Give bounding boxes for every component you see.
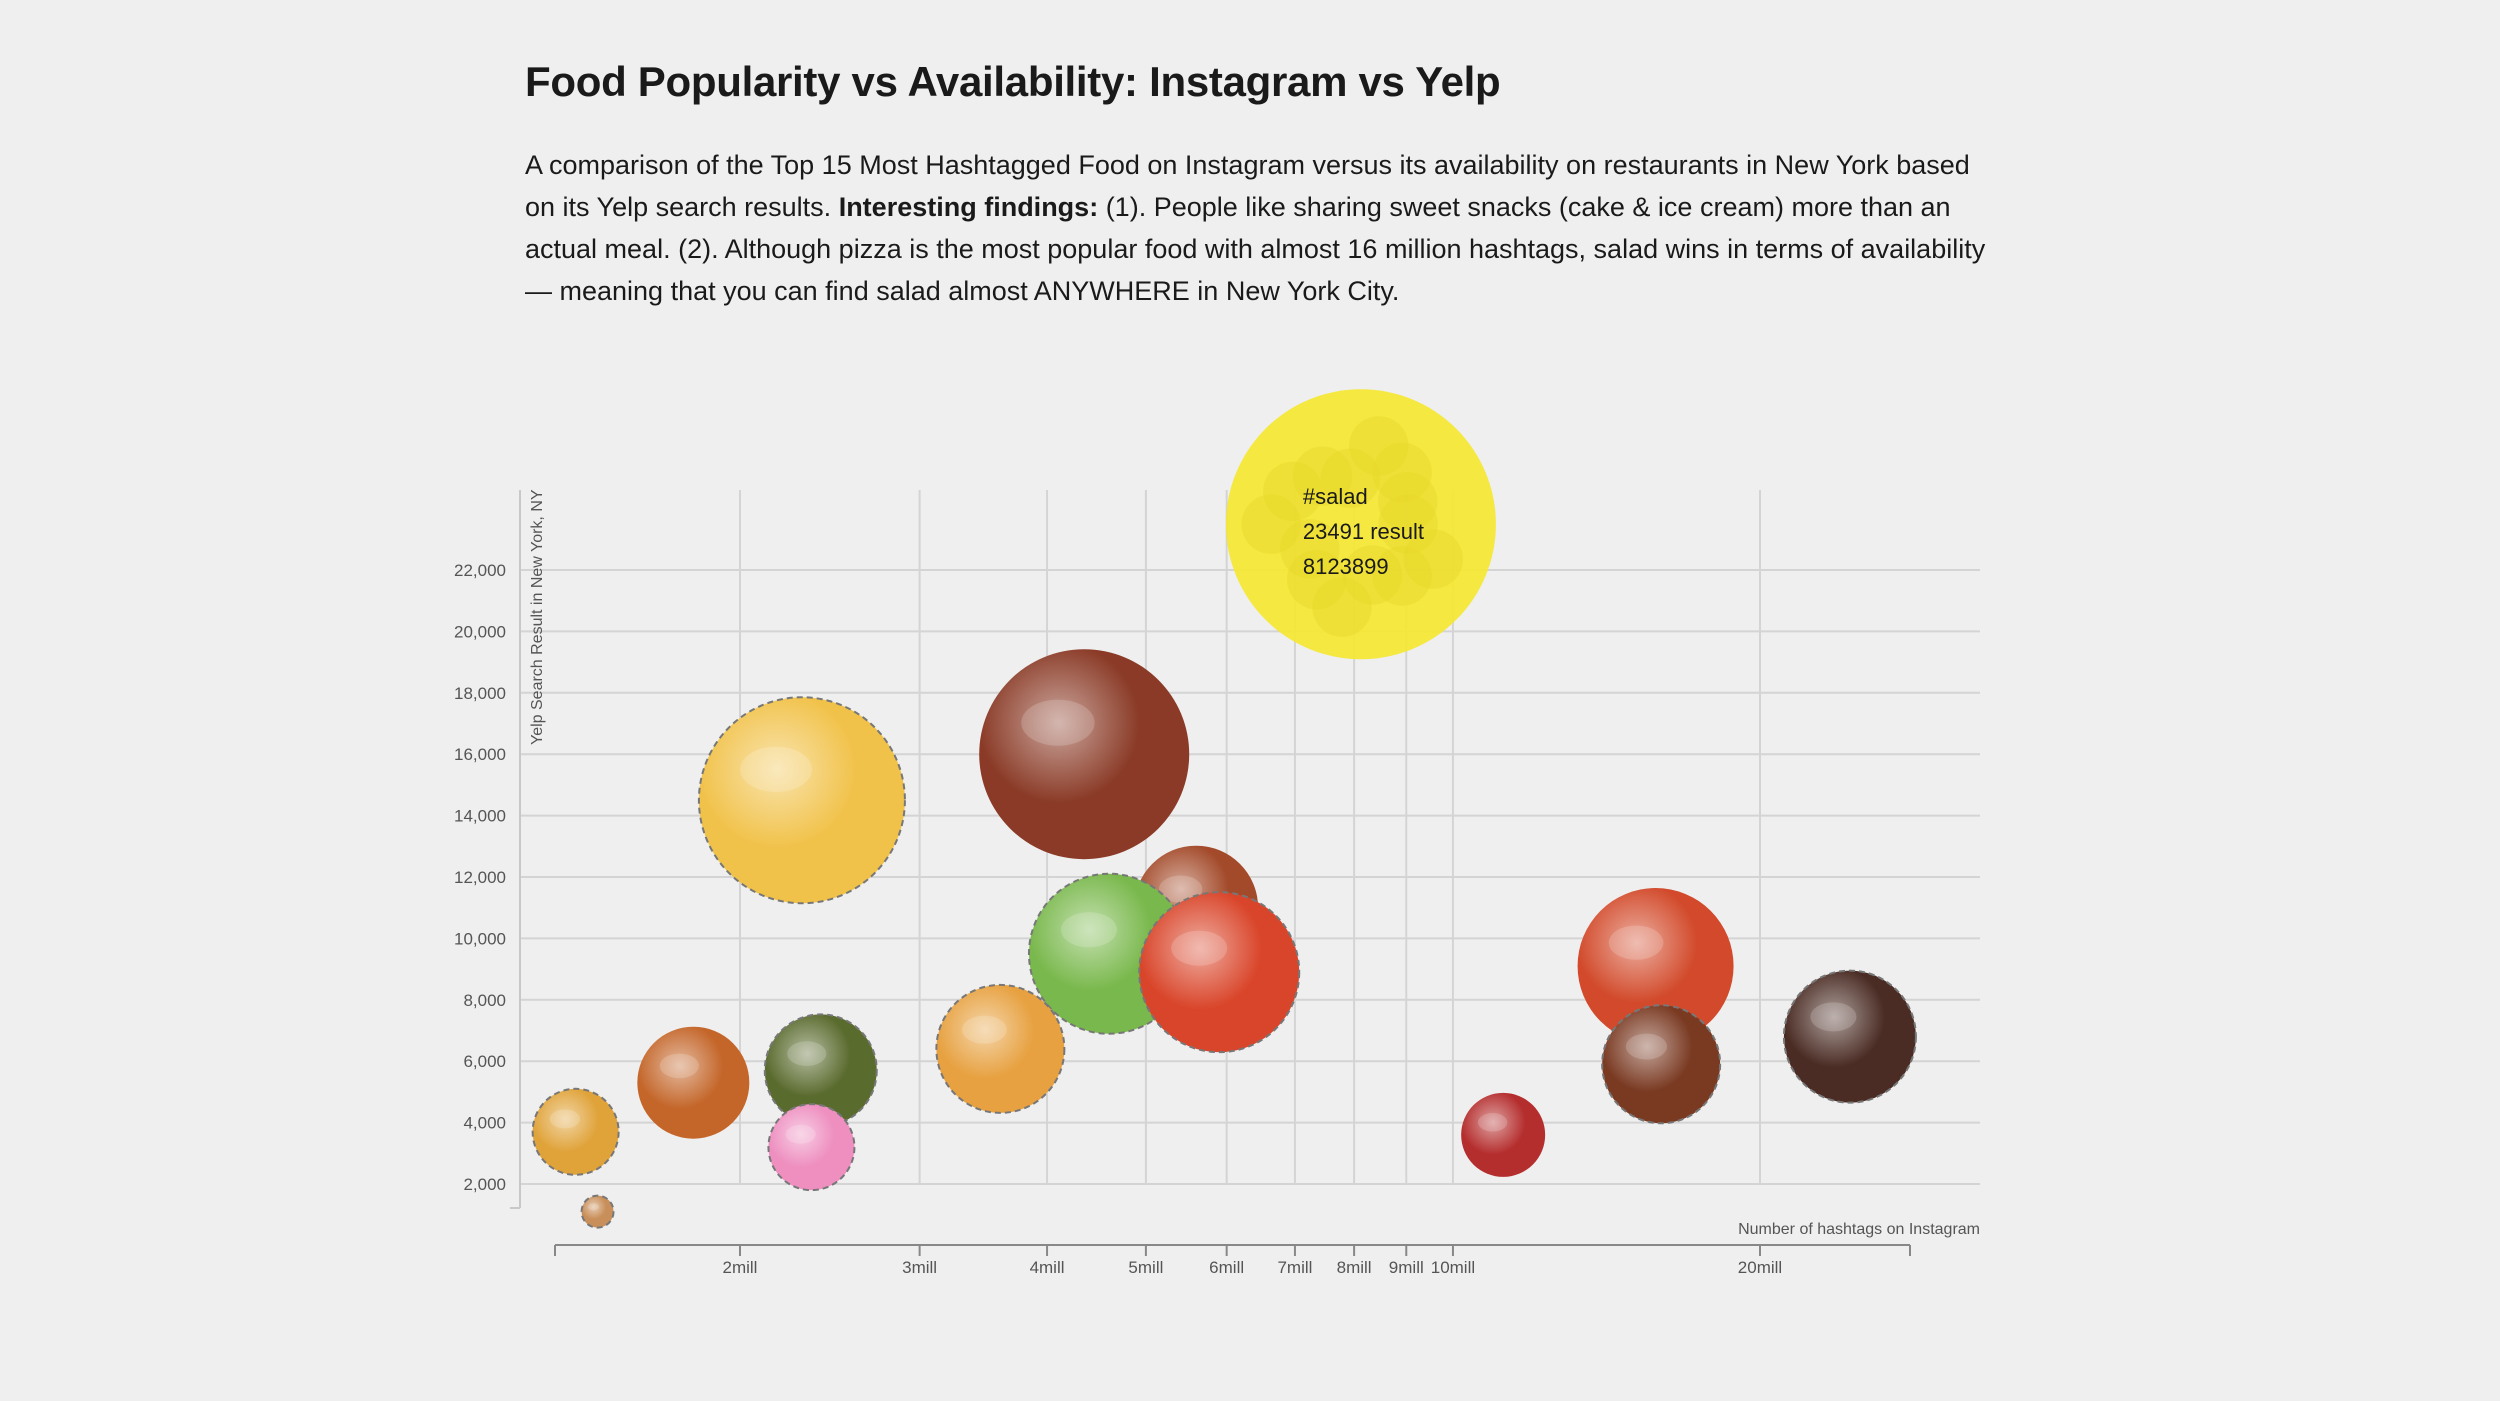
bubble-sheen — [1625, 1033, 1668, 1060]
bubble-sushi[interactable] — [1461, 1092, 1546, 1177]
bubble-cake[interactable] — [1782, 969, 1917, 1104]
bubble-sheen — [1060, 912, 1117, 948]
salad-texture — [1372, 442, 1432, 503]
salad-texture — [1378, 471, 1438, 532]
y-tick-label: 12,000 — [454, 868, 506, 887]
x-tick-label: 4mill — [1030, 1258, 1065, 1277]
x-tick-label: 3mill — [902, 1258, 937, 1277]
bubble-icecream[interactable] — [1601, 1004, 1722, 1125]
x-axis-title: Number of hashtags on Instagram — [1738, 1221, 1980, 1238]
bubble-salad[interactable] — [1225, 389, 1496, 660]
page-title: Food Popularity vs Availability: Instagr… — [525, 58, 1501, 105]
tooltip-line: #salad — [1303, 484, 1368, 509]
y-tick-label: 14,000 — [454, 807, 506, 826]
y-tick-label: 16,000 — [454, 745, 506, 764]
bubble-hotdog[interactable] — [531, 1087, 620, 1176]
salad-texture — [1280, 519, 1340, 579]
bubble-sheen — [1171, 930, 1228, 966]
bubble-pasta[interactable] — [1138, 891, 1301, 1054]
y-tick-label: 4,000 — [463, 1114, 506, 1133]
x-tick-label: 2mill — [723, 1258, 758, 1277]
x-tick-label: 6mill — [1209, 1258, 1244, 1277]
bubble-fries[interactable] — [697, 696, 906, 905]
x-tick-label: 7mill — [1277, 1258, 1312, 1277]
salad-texture — [1292, 446, 1353, 506]
x-tick-label: 9mill — [1389, 1258, 1424, 1277]
y-tick-label: 6,000 — [463, 1052, 506, 1071]
tooltip-line: 23491 result — [1303, 519, 1424, 544]
bubble-cookie[interactable] — [580, 1194, 615, 1229]
description-intro: A comparison of the Top 15 Most Hashtagg… — [525, 150, 1970, 222]
salad-texture — [1312, 577, 1372, 637]
bubble-sheen — [549, 1109, 580, 1129]
description-highlight: Interesting findings: — [838, 192, 1099, 222]
y-tick-label: 20,000 — [454, 622, 506, 641]
bubble-sheen — [1608, 925, 1664, 960]
bubble-sheen — [740, 746, 813, 793]
salad-texture — [1403, 529, 1463, 589]
bubble-sheen — [1810, 1002, 1857, 1032]
bubble-curry[interactable] — [637, 1026, 750, 1139]
salad-texture — [1320, 448, 1381, 508]
tooltip-line: 8123899 — [1303, 554, 1389, 579]
salad-texture — [1378, 494, 1438, 554]
y-tick-label: 22,000 — [454, 561, 506, 580]
x-tick-label: 8mill — [1337, 1258, 1372, 1277]
bubbles — [531, 389, 1917, 1229]
header: Food Popularity vs Availability: Instagr… — [525, 58, 2005, 312]
x-tick-label: 10mill — [1431, 1258, 1475, 1277]
bubble-sheen — [785, 1124, 816, 1144]
salad-texture — [1241, 494, 1301, 554]
bubble-sheen — [659, 1053, 699, 1079]
salad-texture — [1372, 546, 1432, 606]
salad-texture — [1287, 549, 1347, 610]
bubble-sheen — [587, 1203, 600, 1211]
salad-texture — [1342, 545, 1403, 605]
description: A comparison of the Top 15 Most Hashtagg… — [525, 144, 2005, 312]
salad-texture — [1349, 416, 1409, 476]
salad-tooltip: #salad 23491 result 8123899 — [1303, 484, 1424, 579]
y-axis-title: Yelp Search Result in New York, NY — [529, 489, 546, 745]
bubble-tacos[interactable] — [763, 1013, 878, 1128]
description-findings: (1). People like sharing sweet snacks (c… — [525, 192, 1986, 306]
bubble-sheen — [787, 1041, 827, 1066]
bubble-sheen — [1158, 875, 1203, 903]
bubble-steak[interactable] — [979, 649, 1190, 860]
bubble-pizza[interactable] — [1577, 888, 1734, 1045]
x-tick-label: 20mill — [1738, 1258, 1782, 1277]
bubble-pancakes[interactable] — [935, 983, 1066, 1114]
y-tick-label: 18,000 — [454, 684, 506, 703]
bubble-donut[interactable] — [767, 1103, 856, 1192]
salad-texture — [1263, 461, 1323, 522]
bubble-sheen — [961, 1015, 1007, 1044]
bubble-sheen — [1021, 699, 1095, 746]
y-tick-label: 2,000 — [463, 1175, 506, 1194]
y-tick-label: 8,000 — [463, 991, 506, 1010]
bubble-sheen — [1477, 1113, 1508, 1132]
y-tick-label: 10,000 — [454, 929, 506, 948]
x-tick-label: 5mill — [1128, 1258, 1163, 1277]
